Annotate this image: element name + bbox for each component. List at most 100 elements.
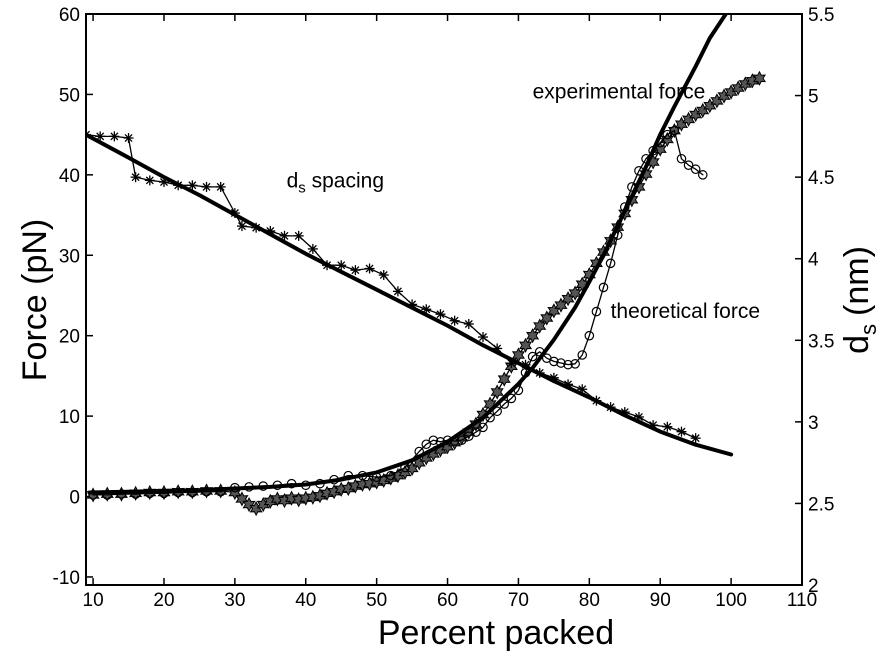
point-d-spacing (236, 221, 247, 232)
left-tick-label: 40 (59, 166, 80, 187)
point-d-spacing (690, 433, 701, 444)
point-d-spacing (336, 260, 347, 271)
asterisk-stroke (124, 133, 133, 142)
asterisk-stroke (202, 182, 211, 191)
point-experimental-force (518, 337, 533, 353)
point-d-spacing (378, 270, 389, 281)
point-experimental-force (752, 70, 767, 86)
point-theoretical-force (549, 356, 559, 367)
x-tick-label: 30 (224, 590, 245, 611)
point-d-spacing (463, 318, 474, 329)
point-d-spacing (364, 263, 375, 274)
point-theoretical-force (386, 470, 396, 481)
point-experimental-force (639, 166, 653, 182)
asterisk-stroke (365, 264, 374, 273)
right-tick-label: 3.5 (808, 331, 834, 352)
point-d-spacing (279, 230, 290, 241)
point-theoretical-force (471, 427, 481, 437)
right-tick-label: 4 (808, 250, 819, 271)
asterisk-stroke (188, 181, 197, 190)
point-experimental-force (568, 285, 582, 301)
right-axis-label-sub: s (856, 324, 881, 335)
annotation-d-spacing-main: d (287, 170, 299, 193)
asterisk-stroke (393, 287, 402, 296)
asterisk-stroke (450, 316, 459, 325)
point-d-spacing (307, 243, 318, 254)
asterisk-stroke (379, 271, 388, 280)
point-theoretical-force (563, 359, 573, 370)
point-d-spacing (662, 421, 673, 432)
right-tick-label: 4.5 (808, 168, 834, 189)
right-tick-label: 3 (808, 413, 819, 434)
x-tick-label: 100 (715, 590, 747, 611)
point-theoretical-force (676, 153, 687, 164)
asterisk-stroke (308, 244, 317, 253)
point-d-spacing (130, 172, 141, 183)
point-theoretical-force (464, 431, 474, 442)
left-tick-label: 20 (59, 327, 80, 348)
point-d-spacing (676, 426, 687, 437)
x-tick-label: 10 (83, 590, 104, 611)
right-axis-label-main: d (838, 335, 876, 354)
point-experimental-force (285, 490, 299, 506)
point-d-spacing (109, 131, 120, 142)
left-tick-label: 0 (69, 488, 80, 509)
asterisk-stroke (351, 266, 360, 275)
right-tick-label: 5 (808, 87, 819, 108)
point-d-spacing (201, 181, 212, 192)
annotation-d-spacing-sub: s (298, 180, 306, 197)
point-theoretical-force (683, 160, 694, 170)
point-experimental-force (235, 491, 249, 507)
asterisk-stroke (663, 422, 672, 431)
point-theoretical-force (527, 351, 538, 362)
point-theoretical-force (478, 422, 488, 433)
point-theoretical-force (456, 435, 467, 446)
series-line-d-spacing-fit (86, 132, 734, 457)
series-line-theoretical-fit (87, 14, 729, 495)
asterisk-stroke (131, 173, 140, 182)
left-tick-label: 50 (59, 85, 80, 106)
point-theoretical-force (556, 358, 566, 368)
right-tick-label: 2 (808, 576, 819, 597)
point-theoretical-force (492, 406, 502, 417)
asterisk-stroke (691, 434, 700, 443)
annotation-experimental-force: experimental force (533, 80, 706, 103)
right-axis-label-unit: (nm) (838, 246, 876, 316)
x-tick-label: 90 (650, 590, 671, 611)
asterisk-stroke (294, 231, 303, 240)
point-d-spacing (144, 175, 155, 186)
asterisk-stroke (96, 132, 105, 141)
point-theoretical-force (421, 439, 432, 450)
point-d-spacing (215, 181, 226, 192)
asterisk-stroke (677, 427, 686, 436)
point-d-spacing (123, 132, 134, 143)
point-experimental-force (526, 328, 540, 344)
point-d-spacing (477, 332, 488, 343)
point-d-spacing (293, 230, 304, 241)
x-axis-ticks: 10 20 30 40 50 60 70 80 90 100 110 (83, 14, 817, 611)
left-tick-label: -10 (53, 568, 80, 589)
x-tick-label: 20 (153, 590, 174, 611)
left-tick-label: 10 (59, 407, 80, 428)
asterisk-stroke (110, 132, 119, 141)
asterisk-stroke (280, 231, 289, 240)
point-theoretical-force (669, 125, 680, 136)
point-theoretical-force (605, 258, 616, 269)
asterisk-stroke (145, 176, 154, 185)
point-d-spacing (392, 286, 403, 297)
left-tick-label: 30 (59, 246, 80, 267)
point-theoretical-force (570, 359, 580, 369)
asterisk-stroke (237, 222, 246, 231)
point-experimental-force (270, 491, 284, 507)
left-tick-label: 60 (59, 5, 80, 26)
point-theoretical-force (506, 393, 517, 404)
point-d-spacing (449, 315, 460, 326)
left-axis-ticks: -10 0 10 20 30 40 50 60 (53, 5, 93, 589)
point-theoretical-force (145, 488, 155, 499)
plot-frame (85, 13, 803, 586)
x-axis-label: Percent packed (378, 614, 614, 652)
annotation-d-spacing-text: spacing (306, 170, 384, 193)
annotation-theoretical-force: theoretical force (611, 300, 760, 323)
point-d-spacing (95, 131, 106, 142)
